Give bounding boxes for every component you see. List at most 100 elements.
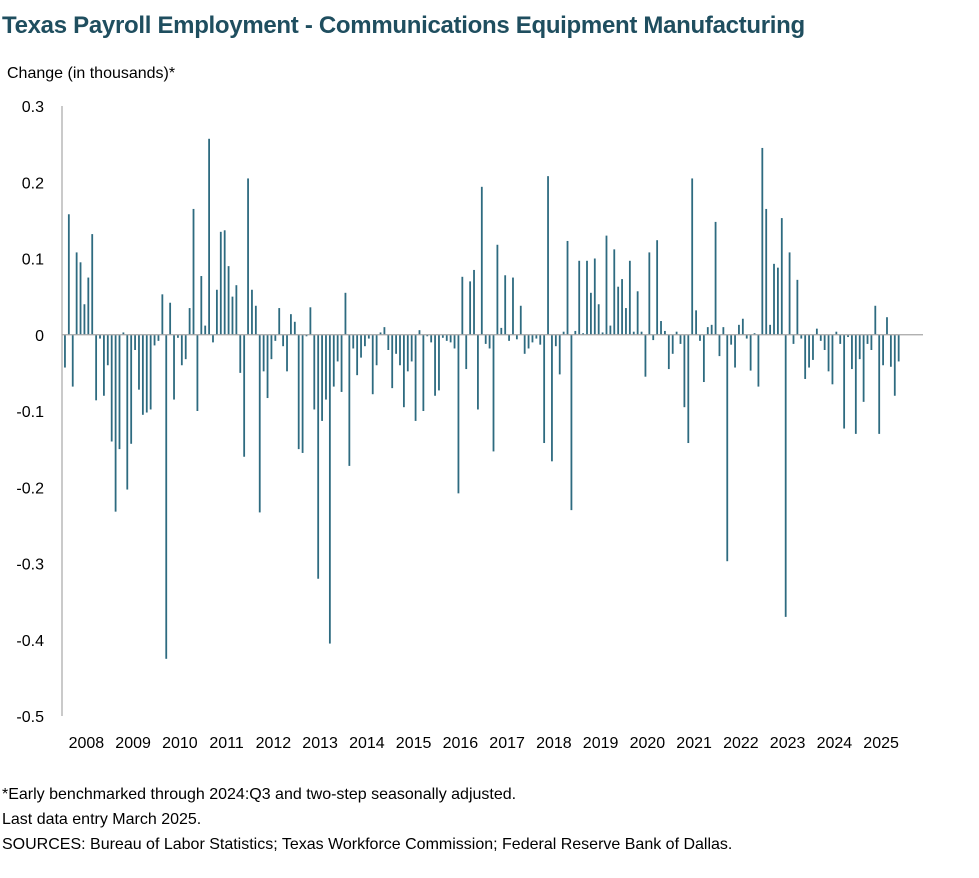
data-bar [858,334,861,360]
data-bar [414,334,417,421]
data-bar [605,235,608,335]
data-bar [360,334,362,358]
data-bar [251,289,253,335]
data-bar [430,334,433,343]
data-bar [391,334,394,389]
data-bar [718,334,721,357]
data-bar [601,332,604,335]
data-bar [465,334,468,370]
data-bar [410,334,413,362]
data-bar [819,334,822,341]
data-bar [593,258,596,335]
data-bar [519,305,522,335]
data-bar [371,334,374,395]
data-bar [660,321,662,335]
data-bar [683,334,686,408]
data-bar [461,276,464,335]
x-tick-label: 2015 [396,735,432,752]
data-bar [667,334,670,370]
data-bar [745,334,748,339]
data-bar [184,334,187,360]
x-tick-label: 2016 [443,735,479,752]
data-bar [679,334,682,344]
data-bar [773,263,775,335]
data-bar [282,334,285,347]
footnote-benchmark: *Early benchmarked through 2024:Q3 and t… [2,786,517,803]
data-bar [130,334,133,444]
data-bar [87,277,90,335]
data-bar [441,334,444,338]
data-bar [621,279,623,335]
data-bar [204,325,207,335]
data-bar [812,334,814,360]
data-bar [473,269,475,335]
data-bar [114,334,117,512]
x-tick-label: 2018 [536,735,572,752]
data-bar [893,334,896,396]
data-bar [356,334,359,376]
x-tick-label: 2013 [302,735,338,752]
data-bar [196,334,199,411]
data-bar [597,304,600,335]
data-bar [422,334,425,411]
data-bar [757,334,760,387]
data-bar [122,332,125,335]
footnote-last-entry: Last data entry March 2025. [2,811,202,828]
data-bar [399,334,401,366]
data-bar [500,327,503,335]
data-bar [870,334,873,350]
data-bar [383,327,386,335]
x-tick-label: 2025 [863,735,899,752]
data-bar [91,234,94,335]
data-bar [149,334,152,410]
data-bar [477,334,479,410]
data-bar [348,334,351,466]
data-bar [617,286,620,335]
data-bar [321,334,323,421]
data-bar [110,334,113,442]
data-bar [780,218,783,335]
data-bar [67,214,70,335]
data-bar [671,334,674,354]
data-bar [453,334,456,349]
data-bar [71,334,74,387]
data-bar [208,138,210,335]
data-bar [866,334,869,344]
data-bar [344,292,347,335]
data-bar [547,176,549,335]
data-bar [469,281,472,335]
data-bar [449,334,452,343]
y-tick-label: -0.4 [16,633,44,650]
data-bar [258,334,261,513]
x-axis-year-labels: 2008 2009 2010 2011 2012 2013 2014 2015 2016 2017… [69,735,899,752]
data-bar [796,279,799,335]
data-bar [301,334,304,453]
data-bar [434,334,436,396]
data-bar [293,321,296,335]
data-bar [882,334,884,366]
data-bar [835,331,838,335]
data-bar [188,308,191,335]
data-bar [161,294,164,335]
y-tick-label: -0.2 [16,480,44,497]
data-bar [636,291,639,335]
axes [61,106,923,716]
data-bar [554,334,557,347]
data-bar [784,334,787,617]
data-bar [274,334,277,341]
data-bar [551,334,553,462]
data-bar [574,330,577,335]
data-bar [379,332,382,335]
data-bar [177,334,179,338]
data-bar [418,330,421,335]
data-bar [243,334,246,457]
y-axis-label: Change (in thousands)* [7,65,176,82]
x-tick-label: 2024 [817,735,853,752]
data-bar [126,334,129,490]
data-bar [886,317,888,335]
data-bar [438,334,440,391]
data-bar [558,334,561,375]
y-tick-label: -0.1 [16,404,44,421]
data-bar [118,334,121,450]
data-bar [632,331,635,335]
